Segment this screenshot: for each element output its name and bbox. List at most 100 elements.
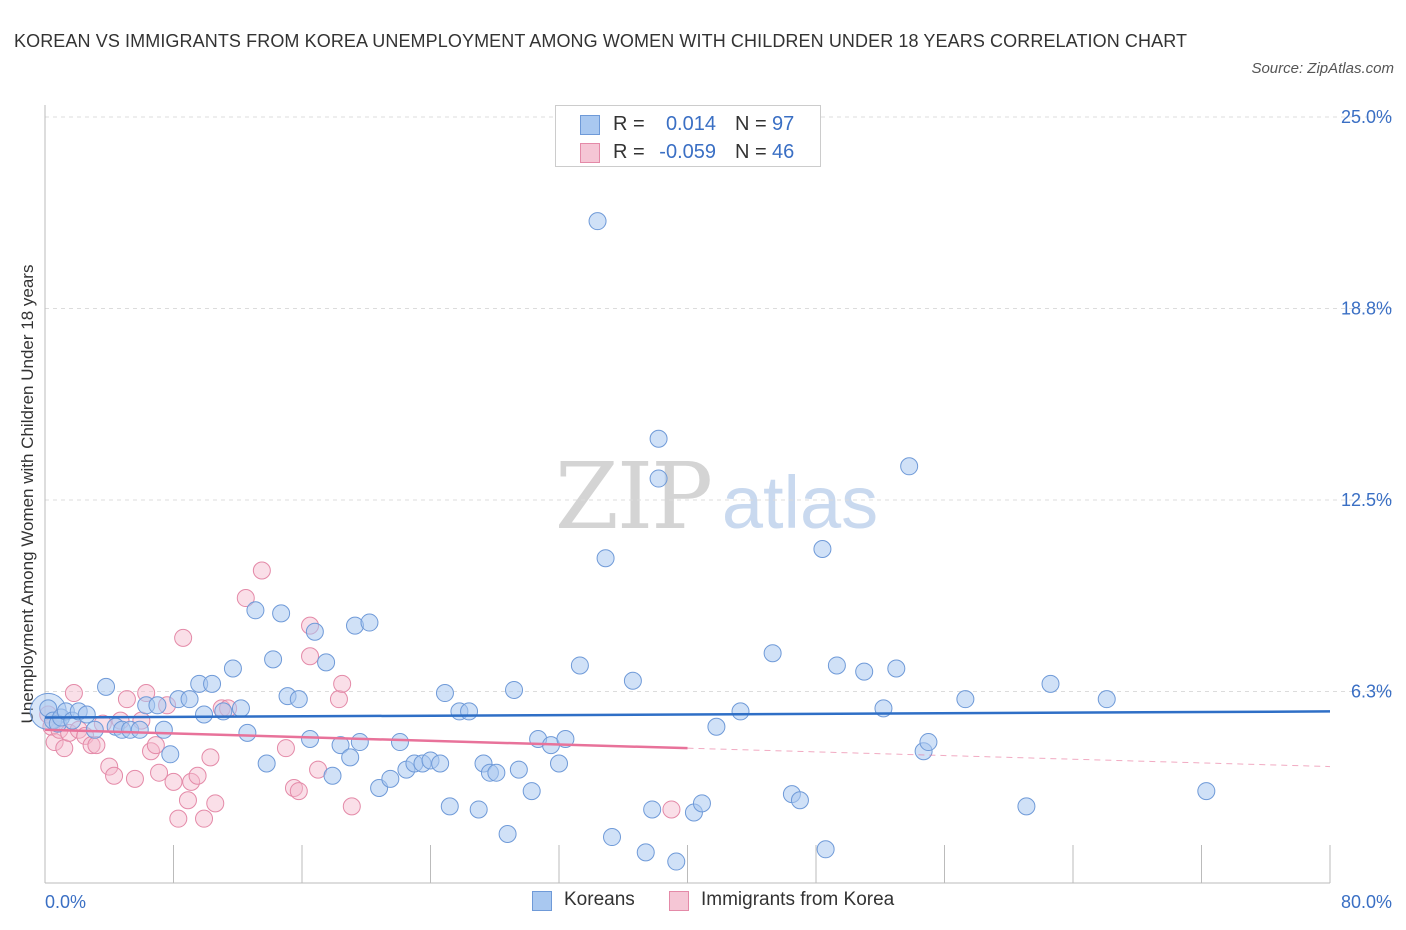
koreans-point (130, 720, 149, 739)
koreans-point (1041, 674, 1060, 693)
koreans-point (431, 754, 450, 773)
koreans-point (498, 824, 517, 843)
koreans-point (289, 690, 308, 709)
legend-label-koreans: Koreans (564, 889, 635, 910)
koreans-point (360, 613, 379, 632)
r-label: R = (613, 141, 645, 163)
immigrants-point (188, 766, 207, 785)
axes (44, 105, 1331, 884)
r-label: R = (613, 113, 645, 135)
koreans-point (763, 644, 782, 663)
legend-swatch-immigrants (669, 891, 689, 911)
immigrants-point (252, 561, 271, 580)
n-label: N = (735, 141, 767, 163)
koreans-point (257, 754, 276, 773)
koreans-point (550, 754, 568, 773)
x-tick-label: 80.0% (1341, 892, 1392, 912)
immigrants-point (662, 800, 681, 819)
koreans-point (317, 653, 336, 672)
koreans-point (341, 748, 360, 767)
tick-labels: 6.3% 12.5% 18.8% 25.0% 0.0% 80.0% (45, 107, 1392, 912)
koreans-point (623, 671, 642, 690)
koreans-point (816, 840, 835, 859)
koreans-point (649, 469, 668, 488)
immigrants-point (55, 739, 74, 758)
n-value: 46 (772, 141, 795, 163)
immigrants-point (169, 809, 188, 828)
correlation-legend: R = 0.014 N = 97 R = -0.059 N = 46 (555, 105, 821, 167)
n-label: N = (735, 113, 767, 135)
koreans-point (440, 797, 459, 816)
trend-lines (44, 710, 1331, 768)
immigrants-point (178, 791, 197, 810)
immigrants-point (289, 782, 308, 801)
koreans-point (97, 677, 116, 696)
koreans-point (381, 769, 400, 788)
koreans-point (246, 601, 265, 620)
koreans-point (1097, 690, 1116, 709)
immigrants-point (174, 628, 193, 647)
r-value: 0.014 (665, 113, 716, 135)
n-value: 97 (772, 113, 795, 135)
koreans-point (223, 659, 242, 678)
immigrants-point (276, 739, 295, 758)
koreans-point (305, 622, 324, 641)
koreans-point (148, 696, 167, 715)
legend-swatch-immigrants (580, 143, 600, 163)
y-tick-label: 25.0% (1341, 107, 1392, 127)
immigrants-point (100, 757, 119, 776)
koreans-point (827, 656, 846, 675)
koreans-point (667, 852, 686, 871)
koreans-point (956, 690, 975, 709)
koreans-point (435, 684, 454, 703)
koreans-point (522, 782, 541, 801)
koreans-point (272, 604, 291, 623)
koreans-point (195, 705, 214, 724)
immigrants-point (236, 589, 255, 608)
immigrants-point (142, 742, 161, 761)
koreans-point (161, 745, 180, 764)
koreans-point (469, 800, 488, 819)
koreans-point (350, 733, 369, 752)
koreans-point (855, 662, 874, 681)
koreans-point (707, 717, 726, 736)
y-tick-label: 6.3% (1351, 682, 1392, 702)
koreans-point (1197, 782, 1216, 801)
r-value: -0.059 (659, 141, 716, 163)
koreans-point (301, 729, 320, 748)
koreans-point (649, 429, 668, 448)
watermark-atlas: atlas (722, 461, 878, 544)
watermark: ZIP atlas (555, 443, 878, 550)
immigrants-point (64, 684, 83, 703)
koreans-point (180, 690, 199, 709)
koreans-point (231, 699, 250, 718)
immigrants-point (105, 766, 124, 785)
legend-swatch-koreans (580, 115, 600, 135)
koreans-point (154, 720, 173, 739)
koreans-point (692, 794, 711, 813)
series-koreans-points (29, 212, 1216, 871)
immigrants-point (125, 769, 144, 788)
legend-swatch-koreans (532, 891, 552, 911)
chart-title: KOREAN VS IMMIGRANTS FROM KOREA UNEMPLOY… (14, 31, 1188, 51)
koreans-point (556, 729, 575, 748)
series-immigrants-points (39, 561, 681, 828)
koreans-point (505, 680, 524, 699)
koreans-point (390, 733, 409, 752)
immigrants-point (146, 736, 165, 755)
koreans-point (238, 723, 257, 742)
koreans-point (790, 791, 809, 810)
koreans-point (919, 733, 938, 752)
koreans-point (487, 763, 506, 782)
koreans-point (731, 702, 750, 721)
immigrants-trend-line (44, 728, 688, 750)
legend-row-immigrants: R = -0.059 N = 46 (556, 140, 820, 166)
immigrants-point (117, 690, 136, 709)
koreans-point (331, 736, 350, 755)
koreans-point (509, 760, 528, 779)
immigrants-point (284, 779, 303, 798)
koreans-point (323, 766, 342, 785)
koreans-point (203, 674, 222, 693)
immigrants-point (342, 797, 361, 816)
